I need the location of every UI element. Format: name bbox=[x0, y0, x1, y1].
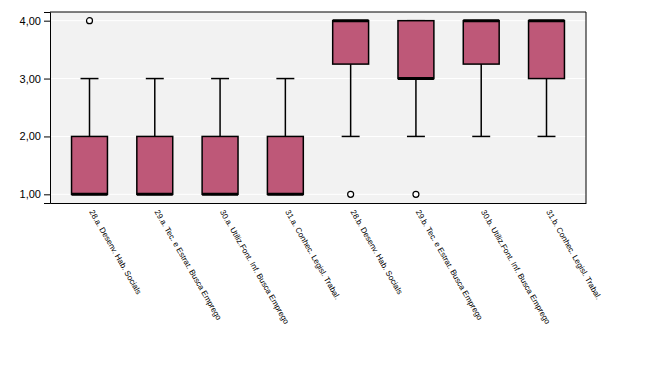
median bbox=[529, 19, 565, 22]
y-axis-line bbox=[44, 13, 51, 204]
box bbox=[529, 21, 565, 79]
box-group bbox=[398, 21, 434, 198]
grid-line bbox=[50, 136, 586, 137]
x-tick-label: 28.b. Desenv. Hab. Socials bbox=[348, 208, 404, 296]
grid-line bbox=[50, 194, 586, 195]
y-tick: 2,00 bbox=[20, 130, 50, 142]
grid-line bbox=[50, 78, 586, 79]
marks bbox=[72, 18, 565, 198]
x-tick-label: 29.b. Tec. e Estrat. Busca Emprego bbox=[414, 208, 485, 322]
box bbox=[463, 21, 499, 64]
box bbox=[202, 136, 238, 194]
x-axis: 28.a. Desenv. Hab. Socials29.a. Tec. e E… bbox=[51, 203, 604, 326]
chart: 1,00 2,00 3,00 4,00 28.a. Desenv. Hab. Socia… bbox=[0, 0, 648, 365]
median bbox=[267, 193, 303, 196]
cap-high bbox=[211, 78, 229, 80]
x-tick: 29.b. Tec. e Estrat. Busca Emprego bbox=[414, 203, 485, 322]
flier bbox=[413, 191, 419, 197]
plot-background bbox=[50, 12, 586, 203]
x-tick-label: 31.a. Conhec. Legisl. Trabal. bbox=[283, 208, 342, 301]
x-tick-label: 30.b. Utiliz.Font. Inf. Busca Emprego bbox=[479, 208, 552, 326]
box-group bbox=[333, 21, 369, 198]
cap-high bbox=[146, 78, 164, 80]
flier bbox=[86, 18, 92, 24]
median bbox=[72, 193, 108, 196]
box-group bbox=[202, 79, 238, 195]
median bbox=[398, 77, 434, 80]
median bbox=[463, 19, 499, 22]
y-tick-mark bbox=[44, 79, 50, 80]
y-tick-mark bbox=[44, 194, 50, 195]
y-tick-label: 1,00 bbox=[20, 188, 41, 200]
x-tick: 30.b. Utiliz.Font. Inf. Busca Emprego bbox=[479, 203, 552, 326]
y-tick-label: 2,00 bbox=[20, 130, 41, 142]
cap-low bbox=[472, 136, 490, 138]
box bbox=[333, 21, 369, 64]
x-tick-label: 29.a. Tec. e Estrat. Busca Emprego bbox=[153, 208, 224, 322]
whisker-high bbox=[154, 79, 156, 137]
whisker-low bbox=[546, 79, 548, 137]
cap-high bbox=[81, 78, 99, 80]
flier bbox=[348, 191, 354, 197]
box-group bbox=[463, 21, 499, 137]
y-tick-label: 4,00 bbox=[20, 15, 41, 27]
whisker-low bbox=[350, 64, 352, 136]
x-axis-line bbox=[51, 203, 587, 204]
median bbox=[333, 19, 369, 22]
box-group bbox=[72, 18, 108, 195]
y-tick: 1,00 bbox=[20, 188, 50, 200]
y-axis: 1,00 2,00 3,00 4,00 bbox=[20, 13, 51, 204]
box-group bbox=[267, 79, 303, 195]
cap-low bbox=[538, 136, 556, 138]
grid bbox=[50, 21, 586, 195]
grid-line bbox=[50, 20, 586, 21]
x-tick: 30.a. Utiliz.Font. Inf. Busca Emprego bbox=[218, 203, 291, 326]
whisker-low bbox=[415, 79, 417, 137]
box-group bbox=[529, 21, 565, 137]
x-tick-label: 28.a. Desenv. Hab. Socials bbox=[87, 208, 143, 296]
whisker-high bbox=[219, 79, 221, 137]
frame-top bbox=[50, 12, 586, 13]
box bbox=[72, 136, 108, 194]
y-tick: 3,00 bbox=[20, 73, 50, 85]
whisker-low bbox=[480, 64, 482, 136]
plot: 1,00 2,00 3,00 4,00 28.a. Desenv. Hab. Socia… bbox=[20, 12, 603, 326]
cap-high bbox=[276, 78, 294, 80]
x-tick: 31.b. Conhec. Legisl. Trabal. bbox=[544, 203, 603, 301]
whisker-high bbox=[89, 79, 91, 137]
box bbox=[398, 21, 434, 79]
box-group bbox=[137, 79, 173, 195]
x-tick: 31.a. Conhec. Legisl. Trabal. bbox=[283, 203, 342, 301]
box bbox=[267, 136, 303, 194]
y-tick: 4,00 bbox=[20, 15, 50, 27]
cap-low bbox=[407, 136, 425, 138]
x-tick: 28.b. Desenv. Hab. Socials bbox=[348, 203, 404, 296]
cap-low bbox=[342, 136, 360, 138]
whisker-high bbox=[285, 79, 287, 137]
y-tick-mark bbox=[44, 136, 50, 137]
x-tick-label: 31.b. Conhec. Legisl. Trabal. bbox=[544, 208, 603, 301]
x-tick-label: 30.a. Utiliz.Font. Inf. Busca Emprego bbox=[218, 208, 291, 326]
y-tick-label: 3,00 bbox=[20, 73, 41, 85]
x-tick: 28.a. Desenv. Hab. Socials bbox=[87, 203, 143, 296]
frame-right bbox=[586, 12, 587, 203]
x-tick: 29.a. Tec. e Estrat. Busca Emprego bbox=[153, 203, 224, 322]
median bbox=[137, 193, 173, 196]
y-tick-mark bbox=[44, 21, 50, 22]
box bbox=[137, 136, 173, 194]
median bbox=[202, 193, 238, 196]
